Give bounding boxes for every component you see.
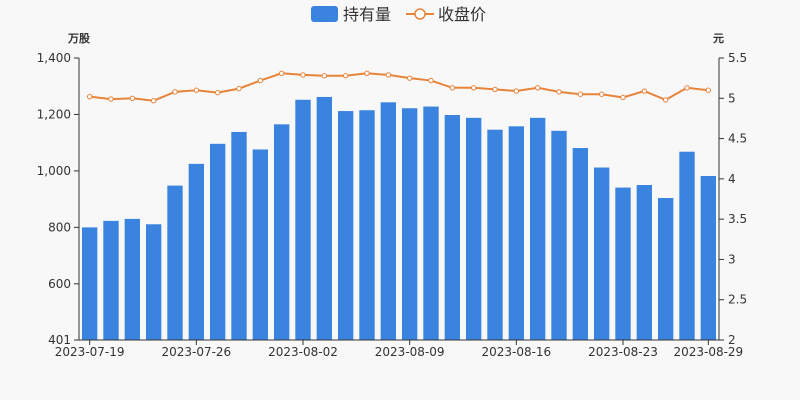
point-close-price-2023-08-03[interactable] [321,73,328,79]
left-tick-label: 600 [48,277,71,291]
bar-holdings-2023-08-23[interactable] [615,187,631,340]
bar-holdings-2023-07-19[interactable] [81,227,98,340]
bar-holdings-2023-08-29[interactable] [700,175,717,340]
left-tick-label: 1,400 [37,51,71,65]
point-close-price-2023-08-25[interactable] [662,97,669,103]
bar-holdings-2023-08-03[interactable] [316,96,333,340]
bar-holdings-2023-08-02[interactable] [295,99,311,341]
point-close-price-2023-08-28[interactable] [684,85,690,91]
legend-item-close-price[interactable]: 收盘价 [406,5,486,24]
bar-holdings-2023-07-24[interactable] [145,224,162,340]
point-close-price-2023-08-29[interactable] [705,87,712,93]
x-axis: 2023-07-19 2023-07-26 2023-08-02 2023-08-09… [55,339,743,359]
right-tick-label: 4 [728,172,736,186]
point-close-price-2023-08-21[interactable] [577,91,584,97]
point-close-price-2023-08-18[interactable] [556,89,562,95]
x-tick-label: 2023-07-19 [55,345,125,359]
point-close-price-2023-07-25[interactable] [172,89,178,95]
point-close-price-2023-08-17[interactable] [534,85,541,91]
left-tick-label: 1,000 [37,164,71,178]
point-close-price-2023-07-27[interactable] [214,89,221,96]
right-tick-label: 5 [728,91,736,105]
legend[interactable]: 持有量 收盘价 [311,5,486,24]
point-close-price-2023-07-19[interactable] [86,93,93,100]
left-tick-label: 1,200 [37,107,71,121]
right-tick-label: 4.5 [728,132,747,146]
x-tick-label: 2023-08-23 [588,345,658,359]
right-tick-label: 3.5 [728,212,747,226]
bar-holdings-2023-08-15[interactable] [487,129,503,340]
point-close-price-2023-08-14[interactable] [470,85,477,91]
bar-holdings-2023-08-18[interactable] [551,130,567,340]
point-close-price-2023-08-04[interactable] [342,73,349,79]
bar-holdings-2023-08-21[interactable] [572,148,589,340]
bar-holdings-2023-07-26[interactable] [188,163,205,340]
bar-holdings-2023-07-25[interactable] [167,185,183,340]
bar-holdings-2023-07-20[interactable] [103,220,119,340]
point-close-price-2023-08-02[interactable] [300,72,306,78]
point-close-price-2023-08-07[interactable] [364,70,370,77]
legend-label-close-price: 收盘价 [438,5,486,24]
point-close-price-2023-08-16[interactable] [513,88,520,94]
bar-holdings-2023-08-09[interactable] [401,108,418,340]
bar-holdings-2023-08-16[interactable] [508,126,525,340]
bar-holdings-2023-08-07[interactable] [359,110,375,340]
legend-item-holdings[interactable]: 持有量 [311,5,391,24]
legend-marker-close-price [414,8,426,20]
right-axis-ticks: 2 2.5 3 3.5 4 4.5 5 5.5 [718,51,747,347]
legend-label-holdings: 持有量 [343,5,391,24]
right-tick-label: 5.5 [728,51,747,65]
left-axis-unit: 万股 [67,32,91,45]
point-close-price-2023-08-08[interactable] [385,72,392,78]
bar-holdings-2023-07-21[interactable] [124,218,141,340]
bar-holdings-2023-08-24[interactable] [636,185,653,340]
bar-holdings-2023-08-04[interactable] [337,111,354,341]
point-close-price-2023-08-23[interactable] [620,94,626,101]
bar-holdings-2023-08-17[interactable] [529,117,546,340]
point-close-price-2023-07-21[interactable] [129,95,136,101]
bar-holdings-2023-07-27[interactable] [209,143,226,340]
right-tick-label: 2.5 [728,293,747,307]
x-tick-label: 2023-08-16 [481,345,551,359]
left-axis-ticks: 401 600 800 1,000 1,200 1,400 [37,51,80,347]
point-close-price-2023-08-10[interactable] [428,77,434,84]
bar-holdings-2023-08-22[interactable] [593,167,610,340]
point-close-price-2023-08-11[interactable] [449,85,456,91]
line-close-price [89,72,709,102]
left-tick-label: 800 [48,220,71,234]
bar-holdings-2023-08-01[interactable] [273,124,290,340]
bar-holdings-2023-08-25[interactable] [657,198,674,340]
point-close-price-2023-08-22[interactable] [598,91,605,97]
point-close-price-2023-07-24[interactable] [150,98,157,104]
point-close-price-2023-07-20[interactable] [108,96,114,102]
point-close-price-2023-08-15[interactable] [492,86,498,93]
x-tick-label: 2023-08-09 [375,345,445,359]
bar-holdings-2023-08-10[interactable] [423,106,439,340]
bar-holdings-2023-08-28[interactable] [679,151,695,340]
point-close-price-2023-07-28[interactable] [236,85,242,92]
point-close-price-2023-08-01[interactable] [278,70,285,77]
bar-series [81,96,717,341]
point-close-price-2023-08-24[interactable] [641,88,648,94]
legend-swatch-holdings [311,6,338,22]
left-tick-label: 401 [48,333,71,347]
x-tick-label: 2023-08-02 [268,345,338,359]
right-tick-label: 2 [728,333,736,347]
right-axis-unit: 元 [713,32,724,45]
bar-holdings-2023-08-14[interactable] [465,117,482,340]
x-tick-label: 2023-08-29 [673,345,743,359]
point-close-price-2023-07-26[interactable] [193,87,200,93]
bar-holdings-2023-07-31[interactable] [252,149,269,340]
bar-holdings-2023-08-08[interactable] [380,102,397,340]
line-series [86,70,712,104]
point-close-price-2023-08-09[interactable] [406,75,413,81]
bar-holdings-2023-08-11[interactable] [444,115,461,340]
point-close-price-2023-07-31[interactable] [257,77,264,84]
x-tick-label: 2023-07-26 [161,345,231,359]
bar-holdings-2023-07-28[interactable] [231,131,247,340]
right-tick-label: 3 [728,252,736,266]
